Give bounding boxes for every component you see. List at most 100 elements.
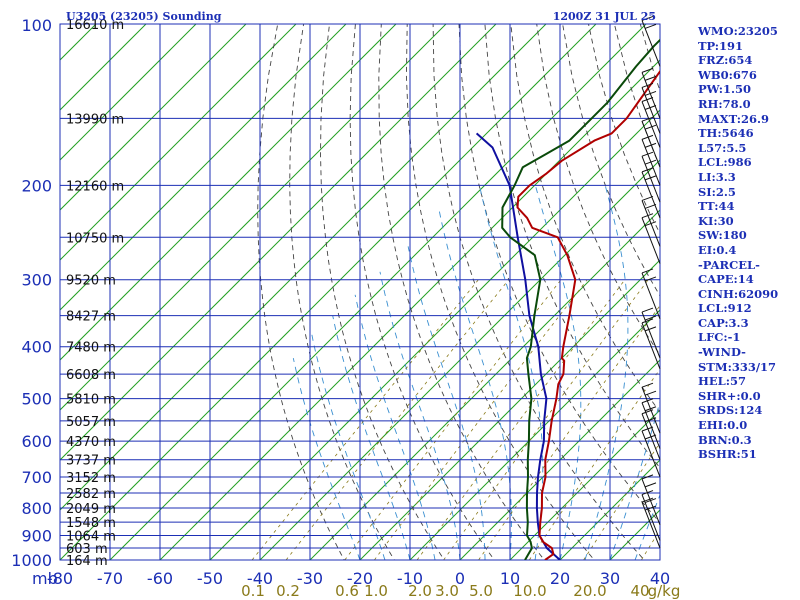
pressure-tick-label: 500 (21, 390, 52, 409)
moist-adiabat-line (438, 207, 512, 560)
wind-barb-flag (641, 151, 654, 157)
wind-barb-flag (644, 505, 657, 511)
wind-barb-flag (644, 221, 657, 227)
mixing-ratio-label: 2.0 (408, 582, 432, 600)
mixing-ratio-line (443, 279, 649, 560)
isotherm-line (60, 24, 497, 461)
index-item: WB0:676 (698, 67, 757, 82)
moist-adiabat-line (354, 294, 436, 560)
mixing-ratio-label: 20.0 (573, 582, 606, 600)
dewpoint-line (501, 38, 660, 560)
moist-adiabat-line (379, 271, 461, 560)
wind-barb-flag (644, 159, 657, 165)
isotherm-line (60, 24, 197, 161)
wind-barb-flag (641, 307, 654, 313)
temperature-tick-label: 0 (455, 569, 465, 588)
wind-barb (641, 82, 661, 134)
temperature-tick-label: -60 (147, 569, 173, 588)
wind-barb (641, 15, 661, 67)
wind-barb-flag (644, 482, 657, 488)
mixing-ratio-label: 0.6 (335, 582, 359, 600)
wind-barb-flag (644, 434, 657, 440)
dry-adiabat-line (405, 24, 595, 560)
wind-barb-flag (641, 426, 654, 432)
wind-barb (641, 474, 661, 526)
index-item: EI:0.4 (698, 242, 737, 257)
wind-barb-flag (641, 195, 654, 201)
profiles (475, 38, 660, 560)
index-item: LCL:986 (698, 155, 752, 170)
height-label: 1548 m (66, 516, 116, 531)
isotherm-line (109, 24, 647, 560)
pressure-tick-label: 700 (21, 468, 52, 487)
height-label: 1064 m (66, 529, 116, 544)
wind-barb-flag (641, 398, 654, 404)
mixing-ratio-line (374, 279, 588, 560)
index-item: BRN:0.3 (698, 432, 752, 447)
isotherm-line (359, 259, 660, 560)
isotherm-line (60, 24, 347, 311)
wind-barb (641, 318, 661, 370)
parcel-line (475, 132, 561, 560)
wind-barb (641, 398, 661, 449)
valid-time: 1200Z 31 JUL 25 (553, 10, 656, 23)
mixing-ratio-unit: g/kg (648, 582, 681, 600)
wind-barb-flag (644, 498, 657, 504)
height-label: 10750 m (66, 231, 124, 246)
wind-barb (641, 213, 661, 264)
pressure-tick-label: 300 (21, 271, 52, 290)
wind-barb-flag (641, 497, 654, 503)
index-item: BSHR:51 (698, 447, 757, 462)
index-item: -WIND- (698, 345, 746, 360)
wind-barb (641, 151, 661, 203)
temperature-tick-label: -40 (247, 569, 273, 588)
height-label: 5810 m (66, 393, 116, 408)
wind-barb-flag (644, 406, 657, 412)
wind-barb (641, 307, 661, 359)
moist-adiabat-line (534, 185, 582, 560)
index-item: PW:1.50 (698, 82, 752, 97)
isotherm-line (559, 459, 660, 560)
mixing-ratio-label: 10.0 (513, 582, 546, 600)
dry-adiabat-line (432, 24, 645, 560)
index-item: L57:5.5 (698, 140, 747, 155)
mixing-ratio-label: 5.0 (469, 582, 493, 600)
mixing-ratio-label: 3.0 (435, 582, 459, 600)
index-item: TT:44 (698, 199, 735, 214)
height-label: 12160 m (66, 179, 124, 194)
temperature-line (516, 69, 660, 560)
wind-barb-flag (641, 167, 654, 173)
isotherm-line (509, 409, 660, 560)
wind-barb-flag (641, 116, 654, 122)
temperature-tick-label: 10 (500, 569, 520, 588)
height-label: 3737 m (66, 454, 116, 469)
height-label: 13990 m (66, 112, 124, 127)
temperature-tick-label: 30 (600, 569, 620, 588)
wind-barb (641, 67, 661, 119)
dry-adiabat-line (257, 24, 345, 560)
wind-barb-flag (644, 175, 657, 181)
wind-barb (641, 97, 661, 148)
height-label: 3152 m (66, 471, 116, 486)
wind-barb-flag (641, 67, 654, 73)
isotherm-line (259, 159, 660, 560)
wind-barb (641, 426, 661, 478)
moist-adiabat-line (311, 334, 386, 560)
isotherm-line (60, 24, 447, 411)
pressure-tick-label: 400 (21, 338, 52, 357)
isotherm-line (60, 24, 397, 361)
pressure-tick-label: 800 (21, 499, 52, 518)
pressure-unit-label: mb (32, 569, 58, 588)
wind-barb-flag (641, 490, 654, 496)
dry-adiabat-line (484, 24, 660, 469)
wind-barb-flag (644, 23, 657, 29)
index-item: LI:3.3 (698, 169, 736, 184)
pressure-tick-label: 1000 (11, 551, 52, 570)
wind-barb-flag (644, 142, 657, 148)
background-lines (60, 24, 660, 560)
grid (59, 23, 661, 561)
height-label: 5057 m (66, 415, 116, 430)
